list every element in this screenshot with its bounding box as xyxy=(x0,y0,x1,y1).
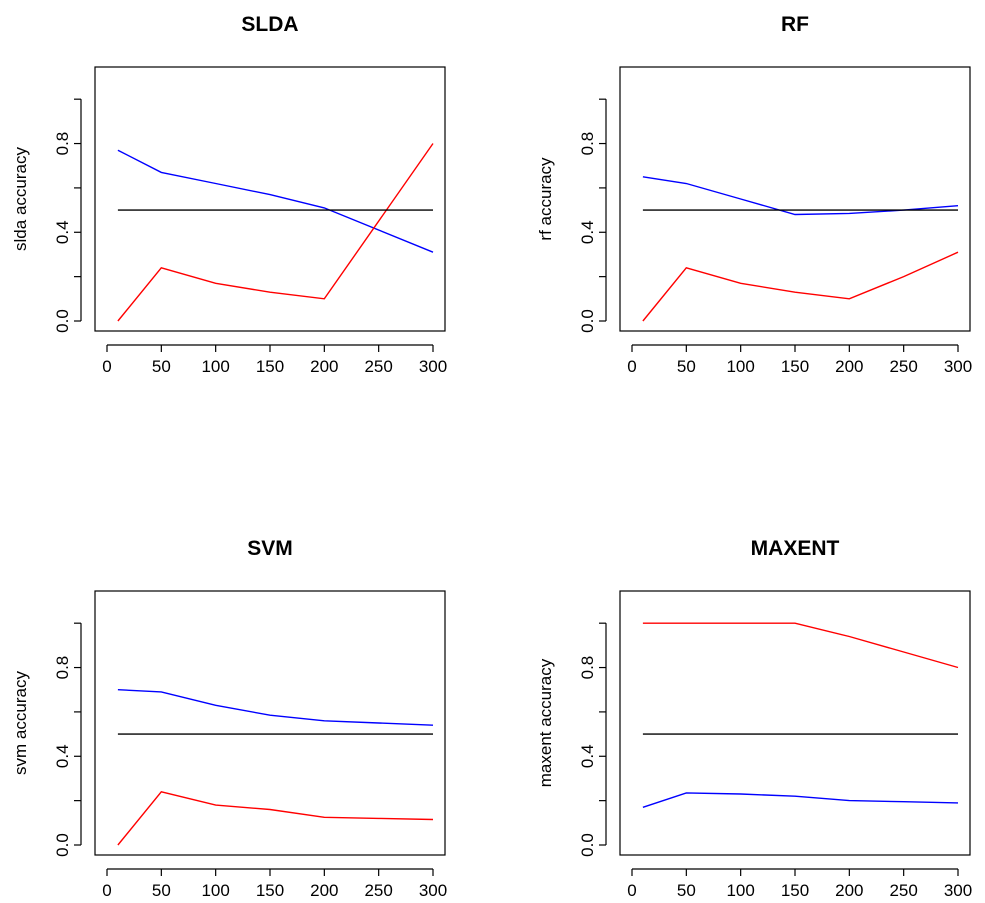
chart-panel-maxent: MAXENT 0 50 100 150 200 250 300 0.0 0.4 0.8 maxent … xyxy=(536,537,972,900)
series-line-1 xyxy=(117,143,434,322)
y-tick-label: 0.4 xyxy=(578,220,597,244)
x-tick-label: 200 xyxy=(310,881,338,900)
x-tick-label: 300 xyxy=(419,357,447,376)
y-tick-label: 0.4 xyxy=(578,744,597,768)
y-tick-label: 0.8 xyxy=(578,132,597,156)
y-axis-label: rf accuracy xyxy=(536,157,555,241)
x-tick-label: 150 xyxy=(781,881,809,900)
chart-panel-svm: SVM 0 50 100 150 200 250 300 0.0 0.4 0.8 svm accura… xyxy=(11,537,447,900)
chart-panel-slda: SLDA 0 50 100 150 200 250 300 0.0 0.4 0.8 slda accu… xyxy=(11,13,447,376)
x-tick-label: 50 xyxy=(677,357,696,376)
series-line-0 xyxy=(117,149,434,253)
y-axis-label: svm accuracy xyxy=(11,671,30,775)
x-tick-label: 50 xyxy=(677,881,696,900)
x-tick-label: 0 xyxy=(102,357,111,376)
chart-title: RF xyxy=(781,13,809,36)
y-tick-label: 0.0 xyxy=(53,309,72,333)
x-tick-label: 250 xyxy=(889,357,917,376)
plot-frame xyxy=(94,590,446,856)
y-tick-label: 0.0 xyxy=(578,309,597,333)
x-tick-label: 300 xyxy=(419,881,447,900)
x-tick-label: 150 xyxy=(781,357,809,376)
plot-frame xyxy=(619,590,971,856)
x-tick-label: 200 xyxy=(835,881,863,900)
x-tick-label: 150 xyxy=(256,881,284,900)
x-tick-label: 100 xyxy=(201,881,229,900)
y-tick-label: 0.4 xyxy=(53,744,72,768)
y-tick-label: 0.0 xyxy=(578,833,597,857)
series-line-1 xyxy=(642,792,959,808)
series-line-0 xyxy=(642,622,959,669)
x-tick-label: 150 xyxy=(256,357,284,376)
plot-frame xyxy=(619,66,971,332)
x-tick-label: 100 xyxy=(726,357,754,376)
series-line-0 xyxy=(117,689,434,726)
x-tick-label: 300 xyxy=(944,881,972,900)
series-line-1 xyxy=(117,791,434,846)
chart-panel-rf: RF 0 50 100 150 200 250 300 0.0 0.4 0.8 rf accuracy xyxy=(536,13,972,376)
chart-title: MAXENT xyxy=(751,537,840,560)
x-tick-label: 250 xyxy=(364,881,392,900)
x-tick-label: 300 xyxy=(944,357,972,376)
y-tick-label: 0.0 xyxy=(53,833,72,857)
series-line-1 xyxy=(642,251,959,322)
series-line-0 xyxy=(642,176,959,216)
x-tick-label: 100 xyxy=(201,357,229,376)
y-tick-label: 0.4 xyxy=(53,220,72,244)
x-tick-label: 250 xyxy=(364,357,392,376)
x-tick-label: 0 xyxy=(627,881,636,900)
x-tick-label: 200 xyxy=(310,357,338,376)
chart-title: SVM xyxy=(247,537,293,560)
y-axis-label: slda accuracy xyxy=(11,147,30,251)
x-tick-label: 0 xyxy=(102,881,111,900)
y-tick-label: 0.8 xyxy=(53,656,72,680)
x-tick-label: 250 xyxy=(889,881,917,900)
x-tick-label: 50 xyxy=(152,357,171,376)
plot-frame xyxy=(94,66,446,332)
x-tick-label: 200 xyxy=(835,357,863,376)
x-tick-label: 100 xyxy=(726,881,754,900)
x-tick-label: 50 xyxy=(152,881,171,900)
y-tick-label: 0.8 xyxy=(53,132,72,156)
x-tick-label: 0 xyxy=(627,357,636,376)
y-tick-label: 0.8 xyxy=(578,656,597,680)
chart-title: SLDA xyxy=(241,13,298,36)
y-axis-label: maxent accuracy xyxy=(536,658,555,787)
